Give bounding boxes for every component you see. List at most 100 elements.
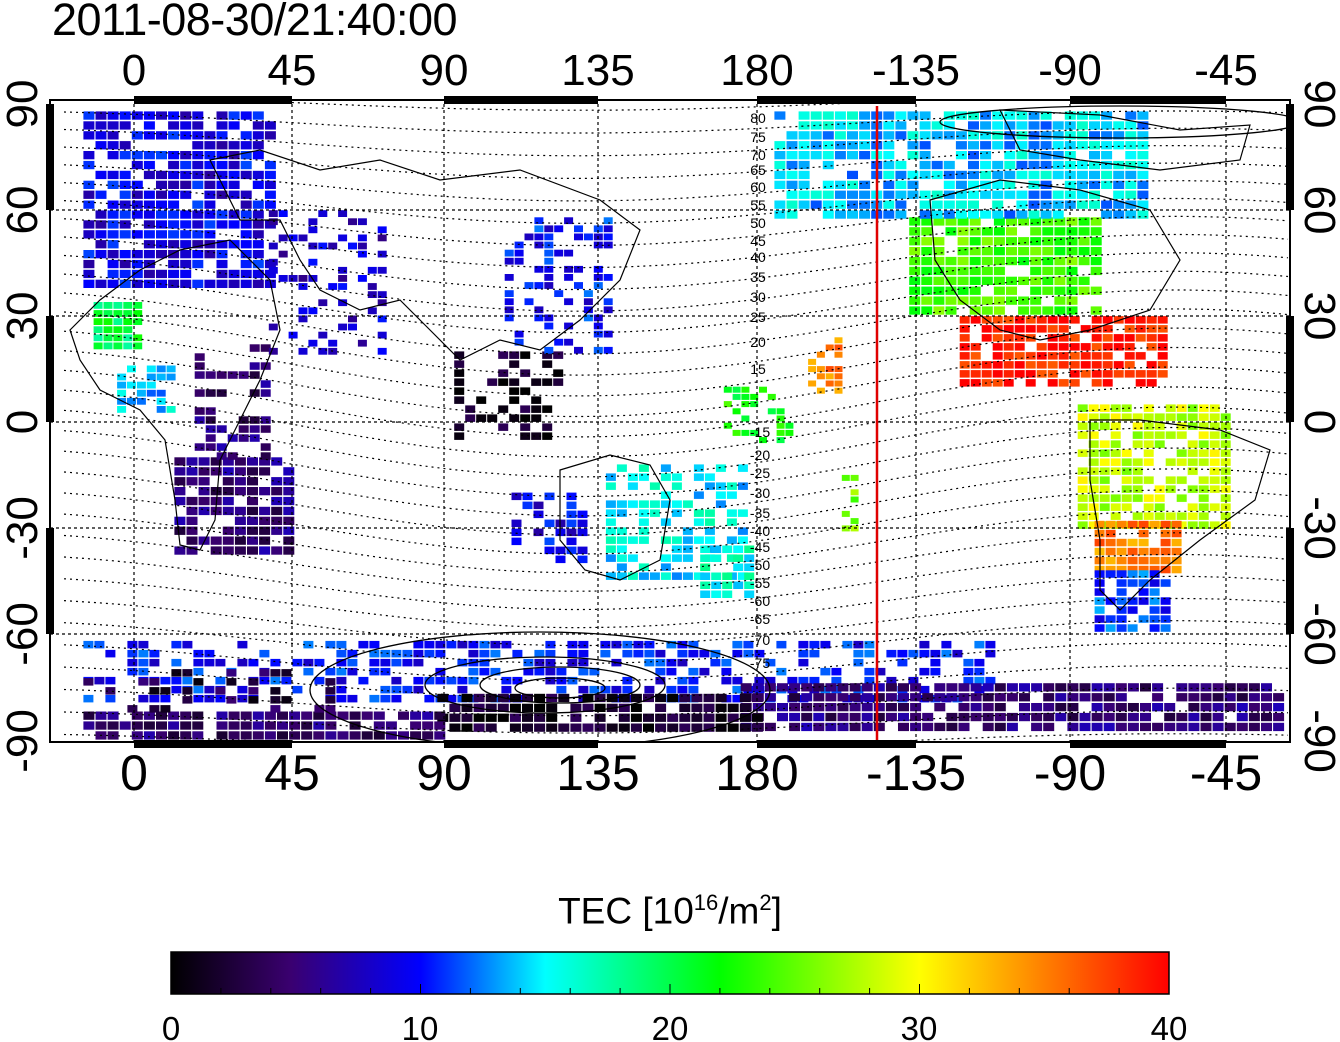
tec-cell [249,425,260,433]
tec-cell [1113,200,1125,209]
tec-cell [210,546,222,555]
tec-cell [318,347,328,355]
tec-cell [919,649,930,658]
tec-cell [638,536,649,544]
tec-cell [1052,141,1064,150]
tec-cell [138,694,149,703]
tec-cell [413,676,424,685]
tec-cell [847,200,858,209]
tec-cell [616,572,627,580]
tec-cell [542,360,553,368]
tec-cell [222,536,234,545]
tec-cell [149,658,160,667]
tec-cell [143,731,155,740]
tec-cell [767,393,776,400]
tec-cell [1047,352,1058,360]
tec-cell [149,694,160,703]
tec-cell [222,496,234,506]
tec-cell [485,703,497,712]
tec-cell [542,405,553,413]
tec-cell [523,658,534,667]
tec-cell [974,676,985,685]
tec-cell [348,315,357,323]
tec-cell [422,731,434,740]
tec-cell [1066,266,1078,276]
tec-cell [1165,485,1176,493]
tec-cell [143,721,155,730]
tec-cell [801,722,813,732]
tec-cell [127,658,138,667]
tec-cell [514,338,524,346]
tec-cell [1006,712,1018,722]
tec-cell [594,713,606,722]
tec-cell [434,711,446,720]
tec-cell [249,344,260,352]
tec-cell [1036,370,1047,378]
tec-cell [574,233,583,241]
tec-cell [959,343,970,351]
tec-cell [509,396,520,404]
tec-cell [222,546,234,555]
tec-cell [520,432,531,440]
tec-cell [264,721,276,730]
tec-cell [95,141,107,150]
tec-cell [671,536,682,544]
tec-cell [325,640,336,649]
tec-cell [192,131,204,140]
tec-cell [1160,597,1171,605]
tec-cell [534,713,546,722]
tec-cell [691,713,703,722]
tec-cell [268,242,278,250]
tec-cell [1105,570,1116,578]
tec-cell [247,477,258,486]
tec-cell [542,423,553,431]
tec-cell [1157,361,1168,369]
tec-cell [1157,316,1168,324]
tec-cell [95,170,107,180]
tec-cell [234,477,246,486]
tec-cell [210,487,222,496]
tec-cell [993,276,1005,285]
tec-cell [278,250,288,258]
tec-cell [605,482,616,490]
tec-cell [222,526,234,535]
tec-cell [567,640,578,649]
tec-cell [1099,503,1110,511]
tec-cell [1055,712,1067,722]
tec-cell [1157,334,1168,342]
tec-cell [981,296,993,305]
tec-cell [1030,266,1042,276]
tec-cell [127,705,138,713]
tec-cell [259,536,271,545]
tec-cell [168,200,180,209]
tec-cell [391,658,402,667]
magnetic-latitude-line [63,620,1289,664]
frame-bar-right [1286,528,1294,634]
tec-cell [1003,334,1014,342]
tec-cell [357,250,367,258]
tec-cell [688,676,699,685]
tec-cell [649,572,660,580]
tec-cell [1058,343,1069,351]
tec-cell [970,703,982,712]
tec-cell [504,290,514,297]
tec-cell [454,387,465,395]
tec-cell [1200,683,1212,692]
tec-cell [234,516,246,525]
tec-cell [1019,712,1030,722]
tec-cell [413,658,424,667]
tec-cell [1127,597,1138,605]
tec-cell [831,676,842,685]
tec-cell [1127,712,1139,722]
tec-cell [593,314,603,322]
tec-cell [660,563,671,571]
tec-cell [198,506,210,516]
tec-cell [1004,151,1016,160]
tec-cell [786,180,798,189]
tec-cell [479,658,490,667]
tec-cell [570,713,582,722]
tec-cell [504,306,514,314]
tec-cell [498,369,509,377]
tec-cell [1113,361,1124,369]
tec-cell [544,265,554,273]
